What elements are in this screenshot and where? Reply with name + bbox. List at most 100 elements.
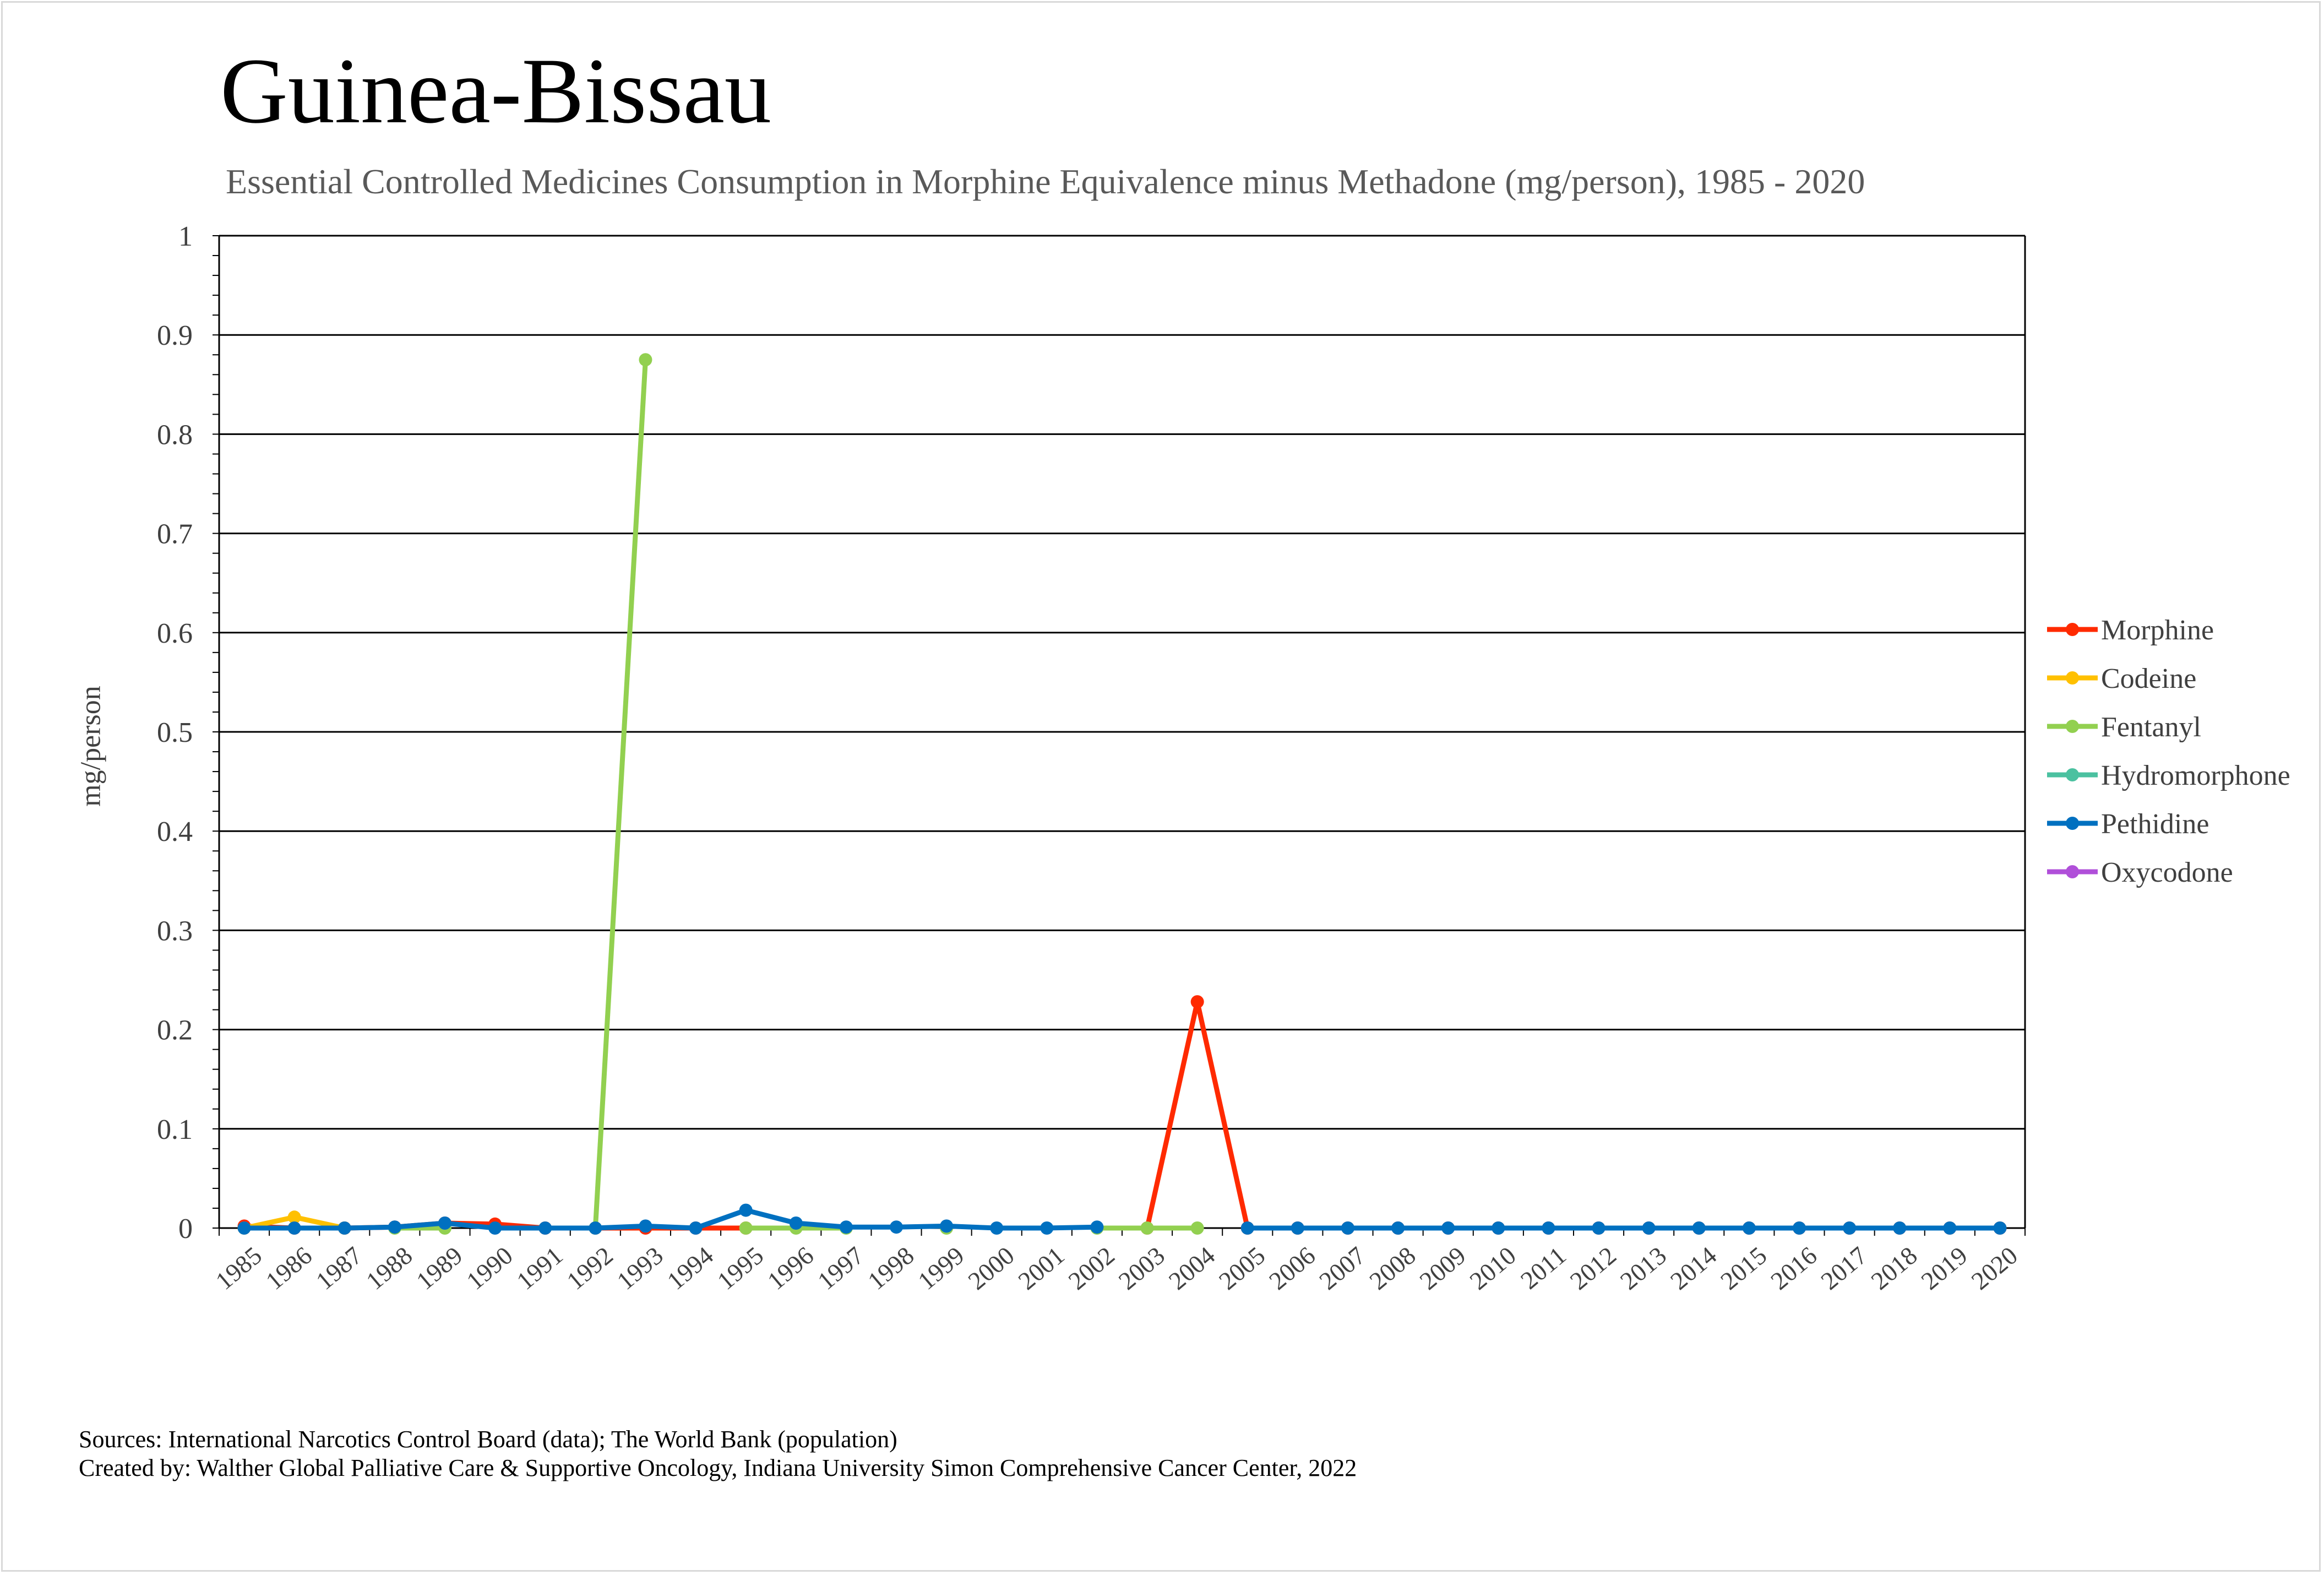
data-point — [1391, 1221, 1405, 1235]
legend-marker — [2066, 768, 2079, 781]
x-tick-label: 1996 — [762, 1241, 819, 1295]
grid-lines — [219, 235, 2025, 1130]
x-tick-label: 2020 — [1966, 1241, 2023, 1295]
x-tick-label: 1985 — [210, 1241, 267, 1295]
legend-marker — [2066, 623, 2079, 636]
x-tick-label: 1998 — [862, 1241, 919, 1295]
series-fentanyl — [388, 353, 1204, 1235]
x-tick-label: 2009 — [1414, 1241, 1471, 1295]
data-point — [1592, 1221, 1605, 1235]
x-tick-label: 2006 — [1264, 1241, 1320, 1295]
y-tick-label: 0.3 — [157, 915, 193, 947]
y-tick-label: 1 — [178, 221, 193, 252]
legend-label: Fentanyl — [2101, 712, 2201, 743]
axes: 00.10.20.30.40.50.60.70.80.9119851986198… — [157, 221, 2026, 1295]
data-point — [990, 1221, 1004, 1235]
legend-item-oxycodone: Oxycodone — [2047, 857, 2233, 888]
data-point — [287, 1221, 301, 1235]
x-tick-label: 2001 — [1013, 1241, 1070, 1295]
data-point — [287, 1210, 301, 1224]
y-tick-label: 0.2 — [157, 1015, 193, 1046]
data-point — [438, 1216, 451, 1230]
footer-created-by: Created by: Walther Global Palliative Ca… — [79, 1454, 1357, 1481]
data-point — [538, 1221, 552, 1235]
y-tick-label: 0.6 — [157, 618, 193, 649]
x-tick-label: 2010 — [1465, 1241, 1521, 1295]
legend-item-hydromorphone: Hydromorphone — [2047, 760, 2290, 791]
data-point — [237, 1221, 251, 1235]
x-tick-label: 2003 — [1113, 1241, 1170, 1295]
data-point — [1492, 1221, 1505, 1235]
data-point — [488, 1221, 502, 1235]
data-point — [1190, 1221, 1204, 1235]
legend-label: Morphine — [2101, 615, 2214, 646]
x-tick-label: 1987 — [311, 1241, 367, 1295]
x-tick-label: 1997 — [812, 1241, 869, 1295]
series-morphine — [237, 995, 2007, 1235]
x-tick-label: 1990 — [461, 1241, 518, 1295]
x-tick-label: 2004 — [1163, 1241, 1220, 1295]
legend-label: Pethidine — [2101, 808, 2209, 840]
x-tick-label: 2015 — [1715, 1241, 1772, 1295]
x-tick-label: 2012 — [1565, 1241, 1621, 1295]
y-tick-label: 0 — [178, 1213, 193, 1245]
data-point — [388, 1220, 401, 1234]
data-point — [1090, 1220, 1104, 1234]
data-point — [689, 1221, 703, 1235]
legend-item-codeine: Codeine — [2047, 663, 2196, 694]
x-tick-label: 1986 — [260, 1241, 317, 1295]
data-point — [1692, 1221, 1706, 1235]
data-point — [589, 1221, 602, 1235]
data-point — [1341, 1221, 1354, 1235]
data-point — [940, 1219, 954, 1233]
x-tick-label: 2008 — [1364, 1241, 1420, 1295]
x-tick-label: 1994 — [662, 1241, 719, 1295]
data-point — [890, 1220, 903, 1234]
data-point — [1542, 1221, 1555, 1235]
data-point — [1240, 1221, 1254, 1235]
x-tick-label: 2005 — [1213, 1241, 1270, 1295]
legend-marker — [2066, 720, 2079, 733]
y-tick-label: 0.8 — [157, 419, 193, 450]
data-point — [338, 1221, 351, 1235]
data-point — [839, 1220, 853, 1234]
legend-marker — [2066, 865, 2079, 878]
series-line — [244, 1208, 1097, 1231]
data-point — [1893, 1221, 1907, 1235]
y-tick-label: 0.7 — [157, 519, 193, 550]
y-tick-label: 0.1 — [157, 1114, 193, 1145]
legend-label: Oxycodone — [2101, 857, 2233, 888]
data-point — [739, 1221, 753, 1235]
series-lines — [237, 353, 2007, 1235]
data-point — [739, 1203, 753, 1217]
legend-label: Hydromorphone — [2101, 760, 2290, 791]
data-point — [1441, 1221, 1455, 1235]
data-point — [1993, 1221, 2007, 1235]
data-point — [1190, 995, 1204, 1009]
x-tick-label: 1992 — [562, 1241, 618, 1295]
legend-label: Codeine — [2101, 663, 2196, 694]
footer-sources: Sources: International Narcotics Control… — [79, 1426, 897, 1453]
x-tick-label: 2000 — [962, 1241, 1019, 1295]
data-point — [1793, 1221, 1806, 1235]
data-point — [1843, 1221, 1857, 1235]
data-point — [1943, 1221, 1957, 1235]
data-point — [1291, 1221, 1304, 1235]
legend-item-fentanyl: Fentanyl — [2047, 712, 2201, 743]
data-point — [1140, 1221, 1154, 1235]
x-tick-label: 1995 — [712, 1241, 769, 1295]
series-line — [592, 359, 648, 1229]
chart-title: Guinea-Bissau — [220, 39, 771, 143]
x-tick-label: 1988 — [361, 1241, 417, 1295]
y-tick-label: 0.9 — [157, 320, 193, 351]
x-tick-label: 2014 — [1665, 1241, 1722, 1295]
legend-marker — [2066, 671, 2079, 685]
y-tick-label: 0.4 — [157, 816, 193, 848]
x-tick-label: 2017 — [1815, 1241, 1872, 1295]
x-tick-label: 1991 — [511, 1241, 568, 1295]
x-tick-label: 1989 — [411, 1241, 467, 1295]
legend-marker — [2066, 817, 2079, 830]
legend-item-morphine: Morphine — [2047, 615, 2214, 646]
